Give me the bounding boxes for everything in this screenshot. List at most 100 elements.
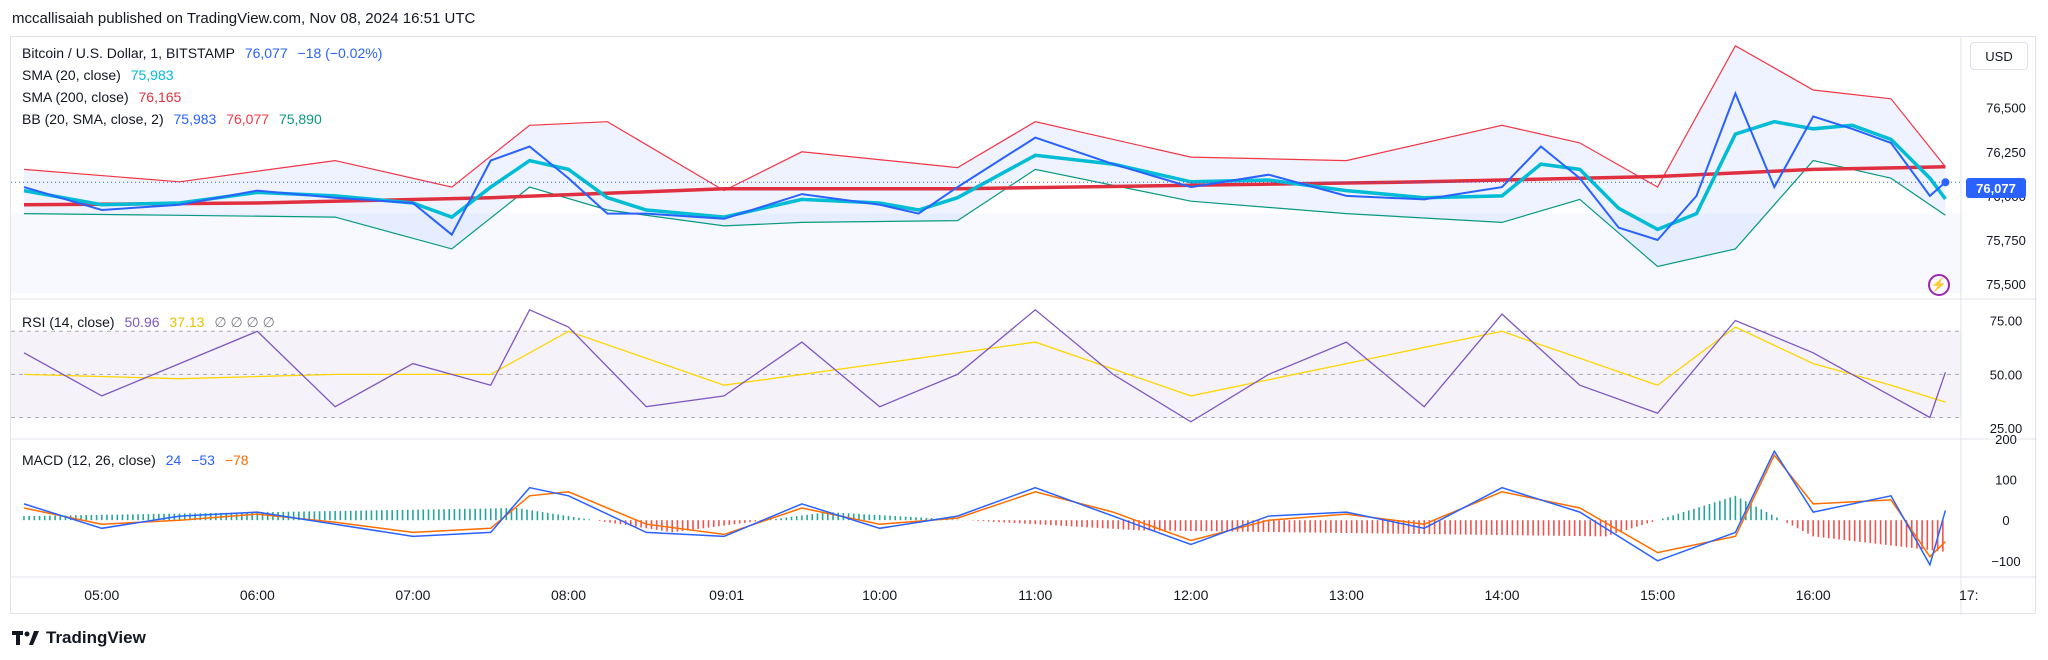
macd-histogram-bar [303,511,305,521]
macd-histogram-bar [43,515,46,521]
macd-histogram-bar [1646,520,1649,524]
macd-histogram-bar [1423,520,1426,535]
macd-histogram-bar [1169,520,1171,531]
macd-histogram-bar [609,520,611,523]
macd-histogram-bar [1827,520,1830,539]
macd-histogram-bar [1848,520,1851,541]
macd-histogram-bar [1916,520,1918,549]
legend-bb[interactable]: BB (20, SMA, close, 2) 75,983 76,077 75,… [22,111,328,127]
macd-histogram-bar [1039,520,1042,525]
legend-main-value: 76,077 [244,45,288,61]
macd-histogram-bar [1444,520,1446,535]
price-area-fill [11,213,1961,293]
macd-histogram-bar [458,508,461,521]
macd-histogram-bar [951,519,954,521]
macd-histogram-bar [1776,517,1778,521]
macd-histogram-bar [572,516,575,521]
macd-histogram-bar [1086,520,1088,528]
legend-rsi[interactable]: RSI (14, close) 50.96 37.13 ∅ ∅ ∅ ∅ [22,314,281,331]
macd-histogram-bar [1112,520,1114,529]
macd-histogram-bar [355,510,357,521]
macd-histogram-bar [1226,520,1228,532]
time-axis-tick: 05:00 [84,587,119,603]
macd-histogram-bar [754,520,757,522]
macd-histogram-bar [1547,520,1550,536]
macd-histogram-bar [1765,512,1768,521]
time-axis-tick: 07:00 [395,587,430,603]
legend-main[interactable]: Bitcoin / U.S. Dollar, 1, BITSTAMP 76,07… [22,45,388,61]
rsi-axis-tick: 25.00 [1990,421,2023,436]
macd-histogram-bar [697,520,699,529]
macd-histogram-bar [1573,520,1576,537]
macd-histogram-bar [469,508,471,521]
macd-histogram-bar [23,516,25,521]
macd-histogram-bar [194,513,196,521]
macd-histogram-bar [334,510,336,521]
macd-histogram-bar [1791,520,1794,526]
macd-histogram-bar [847,513,850,521]
macd-histogram-bar [100,514,103,521]
macd-histogram-bar [1677,513,1680,521]
macd-histogram-bar [1034,520,1037,525]
chart-frame[interactable]: 76,50076,25076,00075,75075,50075.0050.00… [10,36,2037,615]
macd-histogram-bar [463,508,466,521]
macd-histogram-bar [1309,520,1311,533]
macd-histogram-bar [1589,520,1591,537]
macd-histogram-bar [1055,520,1057,526]
tradingview-logo[interactable]: TradingView [12,628,146,648]
macd-histogram-bar [873,514,876,521]
macd-histogram-bar [323,511,326,521]
legend-sma20[interactable]: SMA (20, close) 75,983 [22,67,180,83]
macd-histogram-bar [1413,520,1415,534]
macd-histogram-bar [1215,520,1218,532]
macd-histogram-bar [982,520,985,522]
macd-histogram-bar [1438,520,1441,535]
macd-histogram-bar [1475,520,1477,535]
macd-histogram-bar [718,520,720,527]
macd-histogram-bar [640,520,642,528]
legend-sma200[interactable]: SMA (200, close) 76,165 [22,89,187,105]
macd-axis-tick: −100 [1991,554,2020,569]
macd-histogram-bar [240,512,243,521]
macd-histogram-bar [604,520,606,522]
macd-axis-tick: 0 [2002,513,2009,528]
macd-histogram-bar [821,512,824,521]
macd-histogram-bar [1345,520,1348,534]
macd-histogram-bar [915,517,917,521]
currency-button[interactable]: USD [1970,42,2028,70]
macd-histogram-bar [925,517,928,521]
macd-signal-line [23,453,1946,558]
macd-histogram-bar [1641,520,1643,526]
macd-histogram-bar [583,518,585,521]
macd-histogram-bar [1459,520,1462,535]
macd-histogram-bar [1133,520,1135,531]
macd-histogram-bar [666,520,668,532]
macd-histogram-bar [49,515,51,521]
macd-histogram-bar [1802,520,1804,531]
macd-histogram-bar [1532,520,1534,536]
macd-histogram-bar [681,520,684,531]
macd-histogram-bar [292,511,295,521]
macd-histogram-bar [1563,520,1566,536]
macd-histogram-bar [1081,520,1083,527]
macd-histogram-bar [1283,520,1286,533]
macd-histogram-bar [1480,520,1483,535]
macd-histogram-bar [111,514,113,521]
legend-bb-value-3: 75,890 [278,111,322,127]
time-axis-tick: 09:01 [709,587,744,603]
macd-histogram-bar [1926,520,1929,550]
macd-histogram-bar [1096,520,1099,528]
legend-macd[interactable]: MACD (12, 26, close) 24 −53 −78 [22,452,255,468]
macd-histogram-bar [827,512,829,521]
macd-histogram-bar [313,511,316,521]
macd-histogram-bar [85,515,87,521]
macd-histogram-bar [1273,520,1275,533]
legend-main-name: Bitcoin / U.S. Dollar, 1, BITSTAMP [22,45,235,61]
lightning-icon[interactable]: ⚡ [1928,274,1950,296]
macd-histogram-bar [1521,520,1524,536]
macd-histogram-bar [531,510,534,521]
macd-histogram-bar [769,519,772,521]
macd-histogram-bar [1257,520,1260,532]
macd-histogram-bar [1879,520,1882,545]
macd-histogram-bar [1143,520,1145,531]
